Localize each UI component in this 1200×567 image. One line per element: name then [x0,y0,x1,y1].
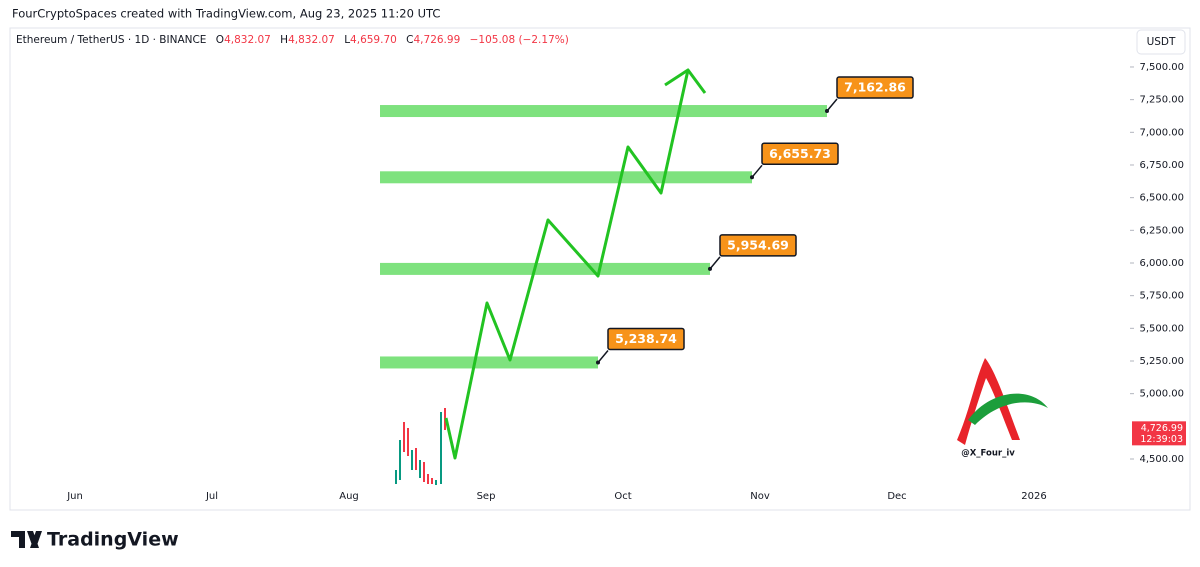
attribution: FourCryptoSpaces created with TradingVie… [12,7,440,21]
candle [395,470,397,484]
projection-arrow [444,69,690,460]
candle [407,428,409,456]
level-point [708,266,712,271]
candle [419,460,421,478]
level-band [380,262,710,275]
ohlc-key: O [216,34,224,46]
candle [415,448,417,470]
level-label-box [607,327,685,351]
candle [423,462,425,482]
ohlc-value: 4,832.07 [224,34,271,46]
ohlc-key: L [344,34,350,46]
y-tick-label: 5,750.00 [1139,291,1184,302]
ohlc-key: H [280,34,288,46]
candle [399,440,401,480]
label-pointer [709,256,721,270]
x-tick-label: Dec [887,491,906,502]
level-label-box [761,142,839,166]
ohlc-value: 4,659.70 [350,34,397,46]
level-point [750,175,754,180]
y-tick-label: 6,500.00 [1139,193,1184,204]
y-tick-label: 4,500.00 [1139,454,1184,465]
level-band [380,356,598,369]
label-pointer [826,98,838,112]
brand-logo [11,531,42,548]
x-tick-label: 2026 [1021,491,1046,502]
logo: @X_Four_iv [957,358,1048,459]
label-pointer [751,164,763,178]
y-tick-label: 6,000.00 [1139,258,1184,269]
y-tick-label: 5,250.00 [1139,356,1184,367]
y-tick-label: 6,750.00 [1139,160,1184,171]
level-point [825,109,829,114]
level-label: 5,238.74 [615,331,677,346]
last-price-label: 4,726.99 [1141,423,1183,434]
watermark: @X_Four_iv [961,449,1015,459]
logo-swoosh [968,393,1048,425]
candle [440,412,442,484]
y-tick-label: 7,500.00 [1139,62,1184,73]
x-tick-label: Jun [66,491,83,502]
candle [435,480,437,485]
currency[interactable]: USDT [1147,36,1176,48]
x-tick-label: Oct [614,491,631,502]
level-label: 6,655.73 [769,146,831,161]
symbol: Ethereum / TetherUS · 1D · BINANCE [16,34,206,46]
x-tick-label: Sep [477,491,496,502]
y-tick-label: 5,000.00 [1139,389,1184,400]
brand: TradingView [11,529,179,551]
candle [431,478,433,484]
x-tick-label: Nov [750,491,770,502]
levels-layer: 5,238.74 5,954.69 6,655.73 7,162.86 [380,76,914,369]
x-tick-label: Jul [205,491,218,502]
y-tick-label: 7,000.00 [1139,127,1184,138]
level-label-box [836,76,914,99]
change: −105.08 (−2.17%) [470,34,569,46]
ohlc-key: C [406,34,413,46]
candle [427,474,429,484]
logo-shape [957,358,1020,445]
x-tick-label: Aug [339,491,359,502]
level-label-box [719,234,797,257]
y-tick-label: 5,500.00 [1139,323,1184,334]
level-band [380,105,827,118]
legend: Ethereum / TetherUS · 1D · BINANCE O4,83… [16,34,569,46]
brand-name: TradingView [47,529,179,551]
level-label: 7,162.86 [844,80,906,95]
level-point [596,360,600,365]
level-band [380,171,752,184]
candle [411,450,413,470]
ohlc-value: 4,832.07 [288,34,335,46]
countdown: 12:39:03 [1140,434,1183,445]
level-label: 5,954.69 [727,237,789,252]
currency-button[interactable] [1136,29,1186,55]
y-tick-label: 6,250.00 [1139,225,1184,236]
y-tick-label: 7,250.00 [1139,95,1184,106]
ohlc-value: 4,726.99 [414,34,461,46]
arrow-head [664,68,707,94]
last-price-box [1132,421,1186,446]
label-pointer [597,349,609,363]
candle [403,422,405,452]
